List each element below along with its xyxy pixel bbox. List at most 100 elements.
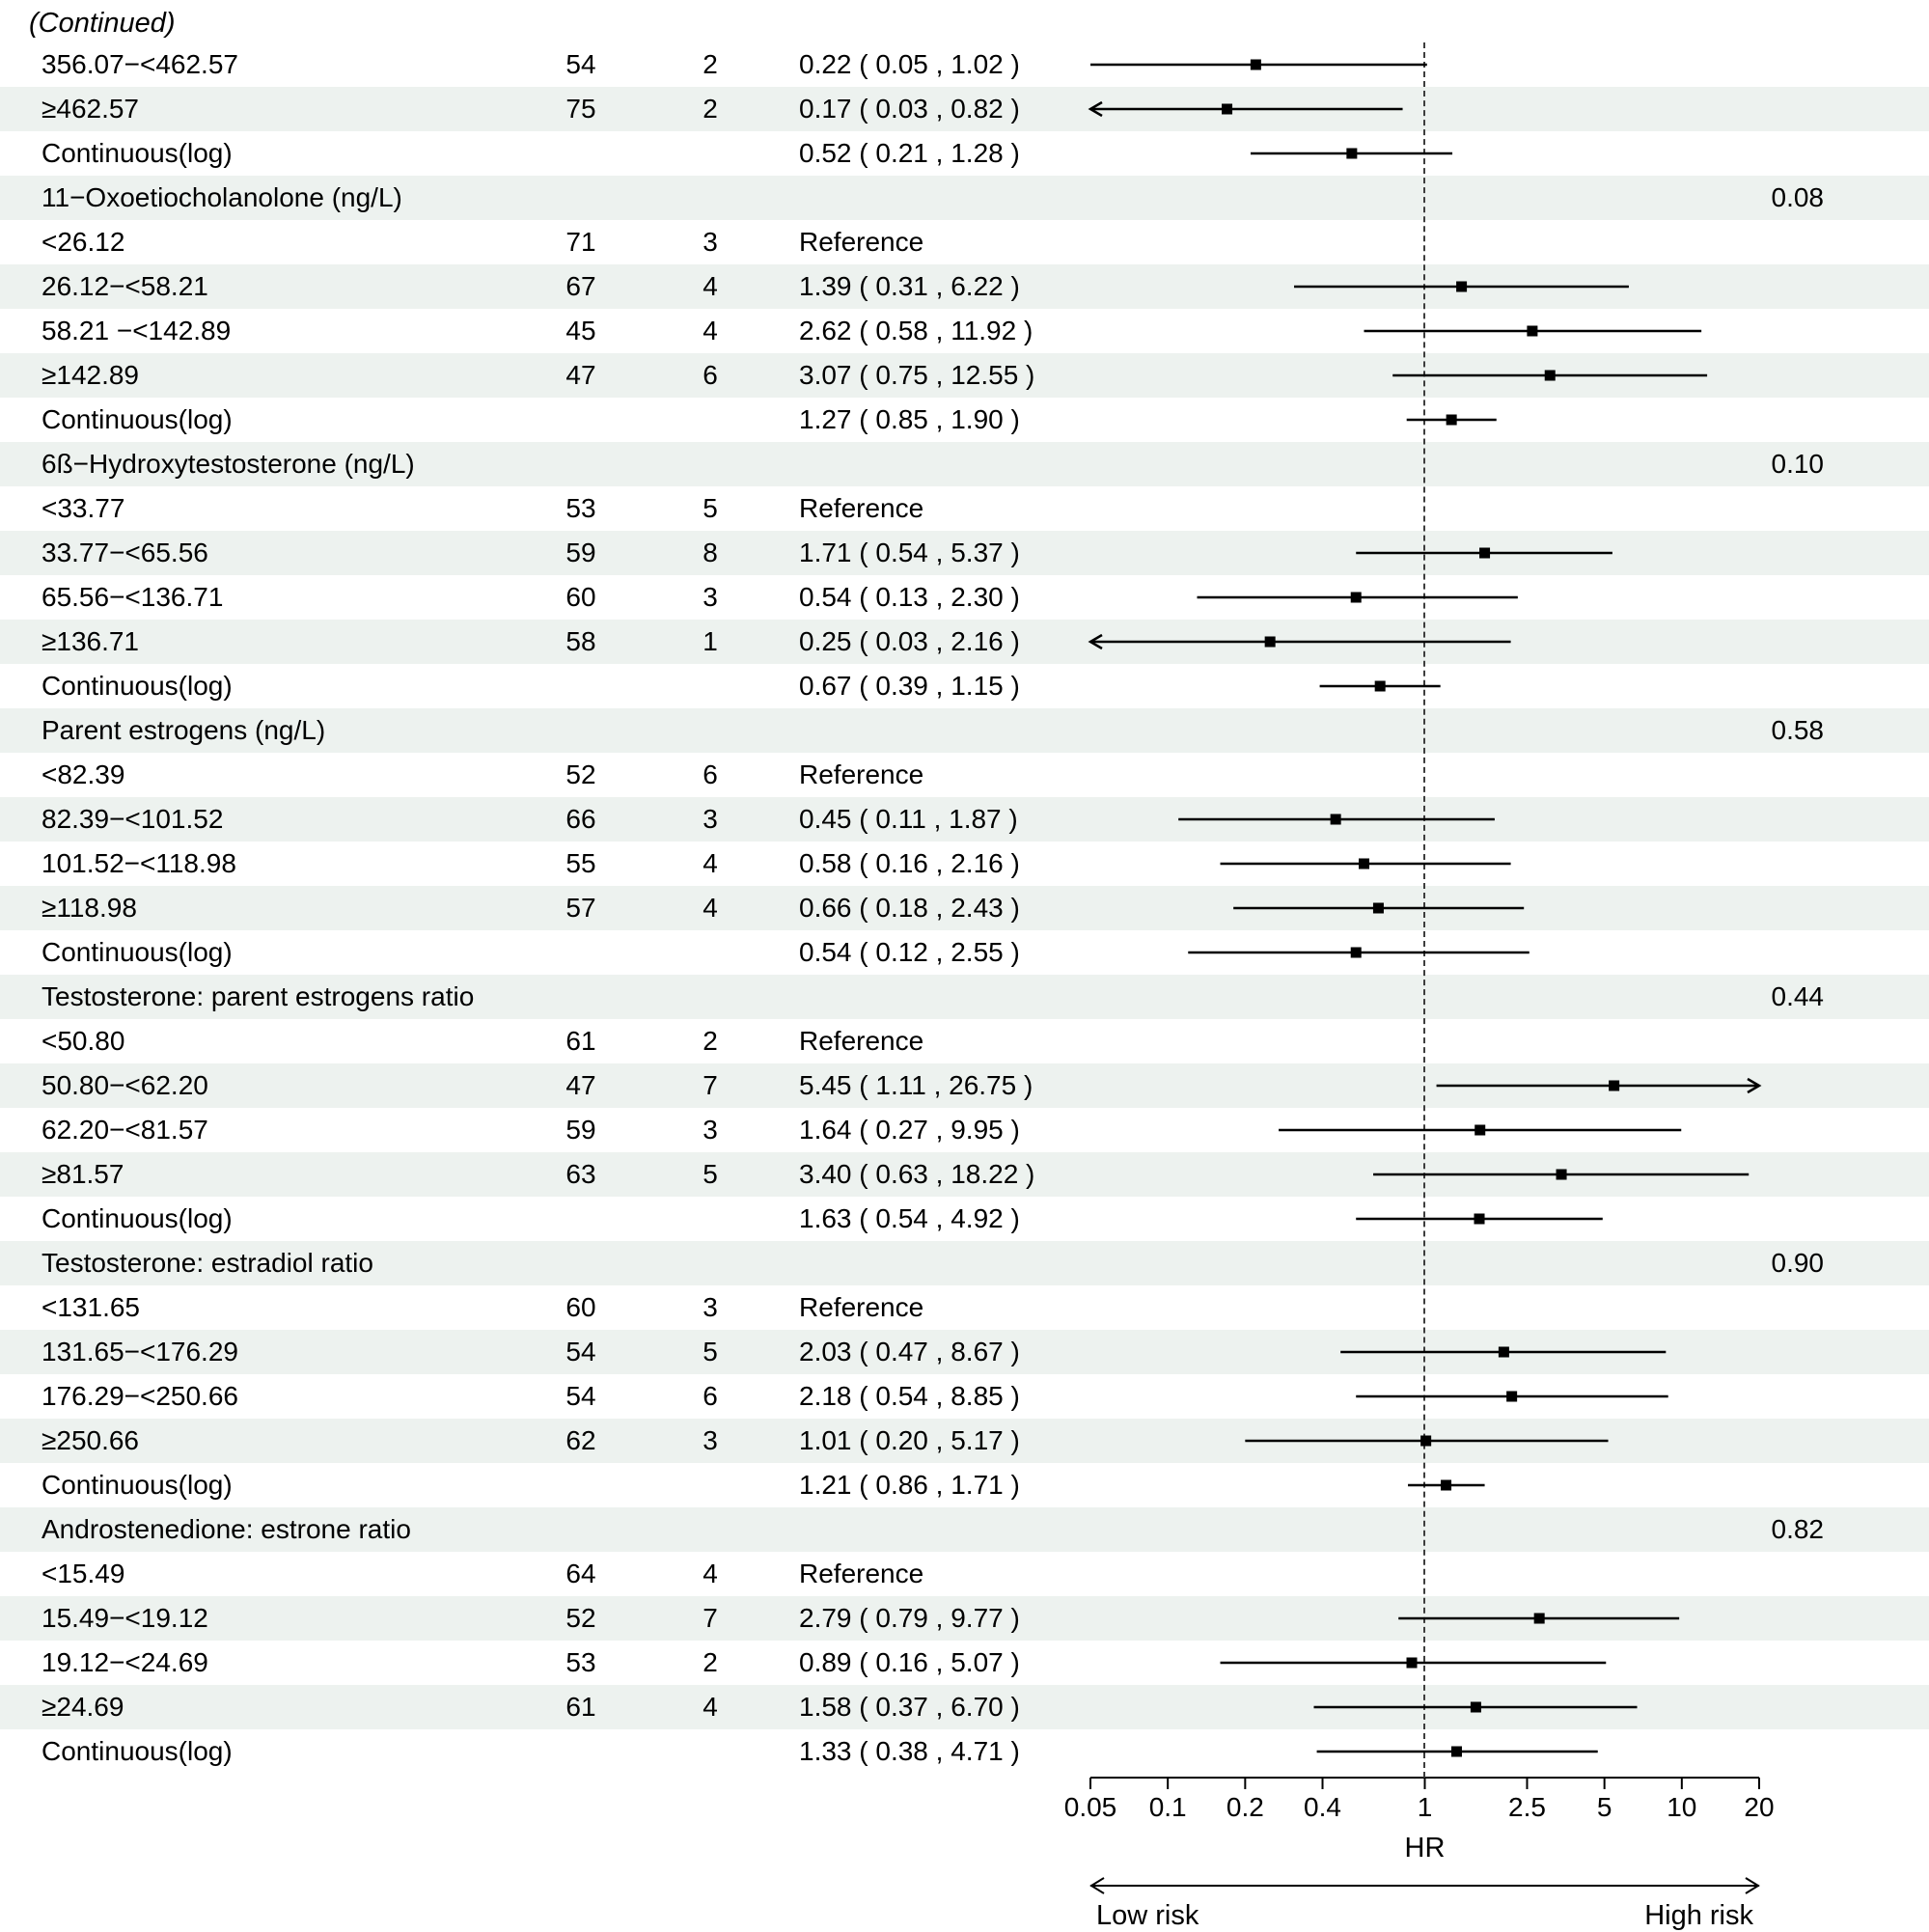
forest-row: 26.12−<58.21 67 4 1.39 ( 0.31 , 6.22 ) [0, 264, 1929, 309]
hr-marker [1609, 1080, 1620, 1091]
category-label: <33.77 [41, 493, 125, 523]
n-cell: 63 [565, 1159, 596, 1189]
n-cell: 54 [565, 1337, 596, 1366]
hr-marker [1506, 1391, 1518, 1402]
ci-plot [1294, 281, 1629, 292]
ci-plot [1406, 414, 1497, 426]
ci-arrow-cap [1088, 633, 1103, 650]
hr-marker [1456, 281, 1468, 292]
low-risk-label: Low risk [1096, 1900, 1199, 1931]
hr-ci-cell: 1.39 ( 0.31 , 6.22 ) [799, 271, 1020, 301]
n-cell: 67 [565, 271, 596, 301]
forest-row: 15.49−<19.12 52 7 2.79 ( 0.79 , 9.77 ) [0, 1596, 1929, 1641]
hr-ci-cell: 0.58 ( 0.16 , 2.16 ) [799, 848, 1020, 878]
forest-row: ≥81.57 63 5 3.40 ( 0.63 , 18.22 ) [0, 1152, 1929, 1197]
high-risk-label: High risk [1644, 1900, 1753, 1931]
group-label: 6ß−Hydroxytestosterone (ng/L) [41, 449, 415, 479]
hr-marker [1474, 1213, 1485, 1225]
p-value-cell: 0.82 [1771, 1514, 1825, 1544]
reference-line-hr1 [1423, 42, 1425, 1778]
forest-row: ≥142.89 47 6 3.07 ( 0.75 , 12.55 ) [0, 353, 1929, 398]
hr-ci-cell: Reference [799, 227, 924, 257]
axis-tick-label: 20 [1744, 1792, 1774, 1822]
n-cell: 55 [565, 848, 596, 878]
axis-tick-label: 1 [1418, 1792, 1433, 1822]
forest-row: <26.12 71 3 Reference [0, 220, 1929, 264]
events-cell: 2 [703, 1647, 718, 1677]
hr-ci-cell: 1.64 ( 0.27 , 9.95 ) [799, 1115, 1020, 1145]
category-label: Continuous(log) [41, 1736, 233, 1766]
axis-tick-label: 0.1 [1149, 1792, 1187, 1822]
hr-ci-cell: 1.58 ( 0.37 , 6.70 ) [799, 1692, 1020, 1722]
events-cell: 6 [703, 1381, 718, 1411]
category-label: 33.77−<65.56 [41, 538, 208, 567]
ci-plot [1188, 947, 1529, 958]
ci-plot [1250, 148, 1453, 159]
forest-row: ≥250.66 62 3 1.01 ( 0.20 , 5.17 ) [0, 1419, 1929, 1463]
ci-plot [1313, 1701, 1638, 1713]
forest-row: Continuous(log) 1.27 ( 0.85 , 1.90 ) [0, 398, 1929, 442]
hr-marker [1479, 547, 1491, 559]
group-label: Testosterone: parent estrogens ratio [41, 981, 475, 1011]
hr-ci-cell: 1.21 ( 0.86 , 1.71 ) [799, 1470, 1020, 1500]
n-cell: 71 [565, 227, 596, 257]
forest-row: 356.07−<462.57 54 2 0.22 ( 0.05 , 1.02 ) [0, 42, 1929, 87]
forest-row: Continuous(log) 1.33 ( 0.38 , 4.71 ) [0, 1729, 1929, 1774]
forest-row: 82.39−<101.52 66 3 0.45 ( 0.11 , 1.87 ) [0, 797, 1929, 842]
hr-ci-cell: 1.01 ( 0.20 , 5.17 ) [799, 1425, 1020, 1455]
hr-ci-cell: 0.45 ( 0.11 , 1.87 ) [799, 804, 1018, 834]
hr-marker [1527, 325, 1538, 337]
hr-ci-cell: 0.17 ( 0.03 , 0.82 ) [799, 94, 1020, 124]
category-label: ≥250.66 [41, 1425, 140, 1455]
hr-ci-cell: 0.54 ( 0.12 , 2.55 ) [799, 937, 1020, 967]
hr-ci-cell: 0.25 ( 0.03 , 2.16 ) [799, 626, 1020, 656]
hr-marker [1264, 636, 1276, 648]
hr-ci-cell: 2.62 ( 0.58 , 11.92 ) [799, 316, 1033, 345]
x-axis-area: 0.05 0.1 0.2 0.4 1 2.5 5 10 20 HR Low risk High ris… [1064, 1777, 1775, 1931]
forest-row: <82.39 52 6 Reference [0, 753, 1929, 797]
category-label: ≥142.89 [41, 360, 140, 390]
axis-tick-label: 2.5 [1508, 1792, 1546, 1822]
category-label: 62.20−<81.57 [41, 1115, 208, 1145]
category-label: <26.12 [41, 227, 125, 257]
hr-ci-cell: 3.07 ( 0.75 , 12.55 ) [799, 360, 1035, 390]
hr-ci-cell: 0.66 ( 0.18 , 2.43 ) [799, 893, 1020, 923]
category-label: ≥81.57 [41, 1159, 124, 1189]
ci-plot [1197, 592, 1518, 603]
n-cell: 58 [565, 626, 596, 656]
hr-marker [1498, 1346, 1509, 1358]
category-label: Continuous(log) [41, 671, 233, 701]
hr-marker [1346, 148, 1358, 159]
ci-plot [1090, 59, 1427, 70]
group-label: Androstenedione: estrone ratio [41, 1514, 411, 1544]
group-header-row: Androstenedione: estrone ratio 0.82 [0, 1507, 1929, 1552]
hr-ci-cell: 1.63 ( 0.54 , 4.92 ) [799, 1203, 1020, 1233]
forest-row: Continuous(log) 1.63 ( 0.54 , 4.92 ) [0, 1197, 1929, 1241]
ci-plot [1392, 370, 1708, 381]
hr-marker [1420, 1435, 1432, 1447]
ci-plot [1220, 858, 1511, 869]
ci-plot [1245, 1435, 1609, 1447]
events-cell: 3 [703, 227, 718, 257]
events-cell: 3 [703, 1425, 718, 1455]
axis-title: HR [1405, 1833, 1446, 1863]
forest-row: 50.80−<62.20 47 7 5.45 ( 1.11 , 26.75 ) [0, 1063, 1929, 1108]
p-value-cell: 0.58 [1771, 715, 1825, 745]
hr-ci-cell: 0.22 ( 0.05 , 1.02 ) [799, 49, 1020, 79]
forest-row: 62.20−<81.57 59 3 1.64 ( 0.27 , 9.95 ) [0, 1108, 1929, 1152]
forest-row: Continuous(log) 0.67 ( 0.39 , 1.15 ) [0, 664, 1929, 708]
risk-arrow-head [1745, 1877, 1760, 1894]
forest-row: 65.56−<136.71 60 3 0.54 ( 0.13 , 2.30 ) [0, 575, 1929, 620]
category-label: ≥24.69 [41, 1692, 124, 1722]
ci-plot [1356, 547, 1612, 559]
hr-marker [1470, 1701, 1481, 1713]
n-cell: 54 [565, 49, 596, 79]
hr-marker [1374, 680, 1386, 692]
category-label: <50.80 [41, 1026, 125, 1056]
forest-row: 101.52−<118.98 55 4 0.58 ( 0.16 , 2.16 ) [0, 842, 1929, 886]
n-cell: 52 [565, 1603, 596, 1633]
hr-ci-cell: 0.89 ( 0.16 , 5.07 ) [799, 1647, 1020, 1677]
hr-ci-cell: 2.03 ( 0.47 , 8.67 ) [799, 1337, 1020, 1366]
category-label: 58.21 −<142.89 [41, 316, 232, 345]
